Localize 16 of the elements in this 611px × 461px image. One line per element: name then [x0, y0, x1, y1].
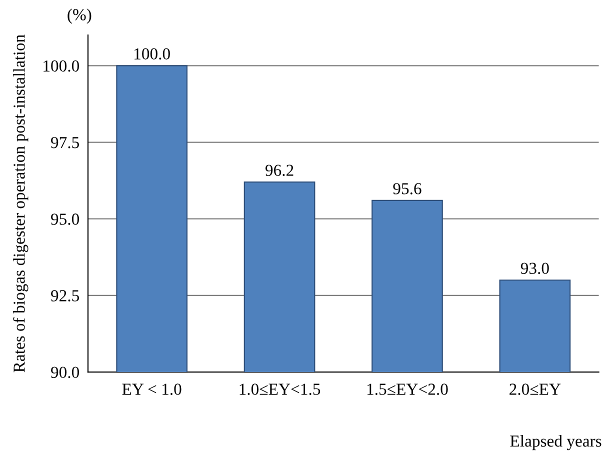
- data-label: 93.0: [520, 262, 549, 274]
- y-axis-title: Rates of biogas digester operation post-installation: [12, 34, 28, 372]
- x-tick-label: EY < 1.0: [122, 384, 182, 395]
- y-tick-label: 92.5: [51, 290, 79, 302]
- x-tick-label: 1.0≤EY<1.5: [240, 384, 320, 395]
- data-label: 96.2: [265, 164, 294, 176]
- text: (%): [68, 8, 92, 24]
- x-tick-label: 2.0≤EY: [510, 384, 561, 395]
- y-tick-label: 90.0: [51, 366, 80, 378]
- x-tick-label: 1.5≤EY<2.0: [367, 384, 448, 395]
- y-tick-label: 97.5: [51, 137, 79, 148]
- y-tick-label: 95.0: [51, 214, 80, 225]
- y-tick-label: 100.0: [44, 60, 80, 72]
- x-axis-title: Elapsed years: [510, 434, 602, 450]
- data-label: 100.0: [134, 48, 170, 60]
- data-label: 95.6: [393, 183, 422, 194]
